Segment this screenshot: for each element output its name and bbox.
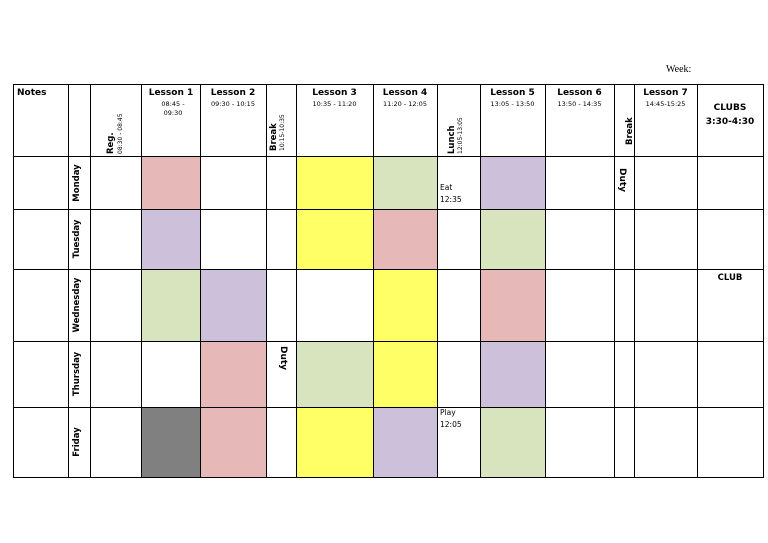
grid-line xyxy=(13,341,764,342)
grid-line xyxy=(13,84,14,478)
cell-wed-lesson5 xyxy=(481,270,545,341)
clubs-header: CLUBS 3:30-4:30 xyxy=(697,101,763,129)
lesson6-time: 13:50 - 14:35 xyxy=(557,100,602,108)
monday-lunch-note-line1: Eat xyxy=(440,183,453,192)
lesson1-time: 08:45 - 09:30 xyxy=(161,100,185,117)
grid-line xyxy=(68,84,69,478)
lunch-time: 12:05-13:05 xyxy=(457,117,464,154)
lesson3-time: 10:35 - 11:20 xyxy=(312,100,357,108)
break2-header: Break xyxy=(617,97,635,145)
week-label: Week: xyxy=(666,64,692,75)
cell-fri-lesson2 xyxy=(201,408,266,477)
cell-fri-lesson4 xyxy=(373,408,437,477)
cell-tue-lesson4 xyxy=(373,210,437,269)
clubs-title: CLUBS xyxy=(713,103,747,113)
break1-title: Break xyxy=(269,123,279,151)
grid-line xyxy=(296,84,297,478)
cell-fri-lesson5 xyxy=(481,408,545,477)
friday-lunch-note-line2: 12:05 xyxy=(440,420,462,429)
cell-wed-lesson2 xyxy=(201,270,266,341)
lesson1-header: Lesson 1 08:45 - 09:30 xyxy=(141,88,201,118)
lesson3-header: Lesson 3 10:35 - 11:20 xyxy=(296,88,373,109)
friday-lunch-note-line1: Play xyxy=(440,408,456,417)
monday-duty-note: Duty xyxy=(617,167,627,193)
grid-line xyxy=(200,84,201,478)
break2-title: Break xyxy=(625,117,635,145)
grid-line xyxy=(13,156,764,157)
lesson7-time: 14:45-15:25 xyxy=(645,100,686,108)
lunch-header: Lunch 12:05-13:05 xyxy=(447,90,471,154)
cell-thu-lesson3 xyxy=(297,342,373,407)
cell-thu-lesson4 xyxy=(373,342,437,407)
cell-mon-lesson1 xyxy=(142,157,200,209)
grid-line xyxy=(13,84,764,85)
wednesday-club-note: CLUB xyxy=(717,273,743,283)
lesson5-title: Lesson 5 xyxy=(490,88,535,98)
day-thursday: Thursday xyxy=(72,351,82,397)
grid-line xyxy=(480,84,481,478)
grid-line xyxy=(266,84,267,478)
lesson1-title: Lesson 1 xyxy=(148,88,194,98)
day-friday: Friday xyxy=(72,427,82,457)
cell-fri-lesson3 xyxy=(297,408,373,477)
lesson5-header: Lesson 5 13:05 - 13:50 xyxy=(480,88,545,109)
grid-line xyxy=(13,269,764,270)
grid-line xyxy=(373,84,374,478)
day-tuesday: Tuesday xyxy=(72,219,82,259)
reg-time: 08:30 - 08:45 xyxy=(117,113,124,154)
cell-tue-lesson3 xyxy=(297,210,373,269)
grid-line xyxy=(437,84,438,478)
grid-line xyxy=(634,84,635,478)
grid-line xyxy=(545,84,546,478)
grid-line xyxy=(763,84,764,478)
lesson4-time: 11:20 - 12:05 xyxy=(383,100,427,108)
lunch-title: Lunch xyxy=(447,125,457,154)
grid-line xyxy=(13,407,764,408)
day-wednesday: Wednesday xyxy=(72,277,82,333)
monday-lunch-note-line2: 12:35 xyxy=(440,195,462,204)
lesson4-title: Lesson 4 xyxy=(382,88,428,98)
cell-fri-lesson1 xyxy=(142,408,200,477)
lesson7-header: Lesson 7 14:45-15:25 xyxy=(634,88,697,109)
reg-title: Reg. xyxy=(106,132,116,154)
lesson5-time: 13:05 - 13:50 xyxy=(490,100,535,108)
grid-line xyxy=(697,84,698,478)
break1-header: Break 10:15-10:35 xyxy=(269,97,293,151)
cell-tue-lesson5 xyxy=(481,210,545,269)
cell-wed-lesson1 xyxy=(142,270,200,341)
cell-thu-lesson2 xyxy=(201,342,266,407)
cell-tue-lesson1 xyxy=(142,210,200,269)
grid-line xyxy=(90,84,91,478)
cell-mon-lesson5 xyxy=(481,157,545,209)
lesson2-header: Lesson 2 09:30 - 10:15 xyxy=(200,88,266,109)
lesson7-title: Lesson 7 xyxy=(643,88,688,98)
break1-time: 10:15-10:35 xyxy=(279,114,286,151)
friday-lunch-note: Play 12:05 xyxy=(440,407,462,431)
lesson2-time: 09:30 - 10:15 xyxy=(211,100,255,108)
grid-line xyxy=(141,84,142,478)
lesson2-title: Lesson 2 xyxy=(210,88,256,98)
reg-header: Reg. 08:30 - 08:45 xyxy=(98,94,124,154)
day-monday: Monday xyxy=(72,164,82,202)
grid-line xyxy=(614,84,615,478)
lesson6-title: Lesson 6 xyxy=(557,88,602,98)
lesson4-header: Lesson 4 11:20 - 12:05 xyxy=(373,88,437,109)
cell-thu-lesson5 xyxy=(481,342,545,407)
cell-mon-lesson4 xyxy=(373,157,437,209)
grid-line xyxy=(13,209,764,210)
cell-mon-lesson3 xyxy=(297,157,373,209)
clubs-time: 3:30-4:30 xyxy=(705,117,755,127)
cell-wed-lesson4 xyxy=(373,270,437,341)
notes-header: Notes xyxy=(17,88,47,98)
thursday-duty-note: Duty xyxy=(278,345,288,371)
monday-lunch-note: Eat 12:35 xyxy=(440,182,462,206)
lesson3-title: Lesson 3 xyxy=(312,88,357,98)
lesson6-header: Lesson 6 13:50 - 14:35 xyxy=(545,88,614,109)
grid-line xyxy=(13,477,764,478)
